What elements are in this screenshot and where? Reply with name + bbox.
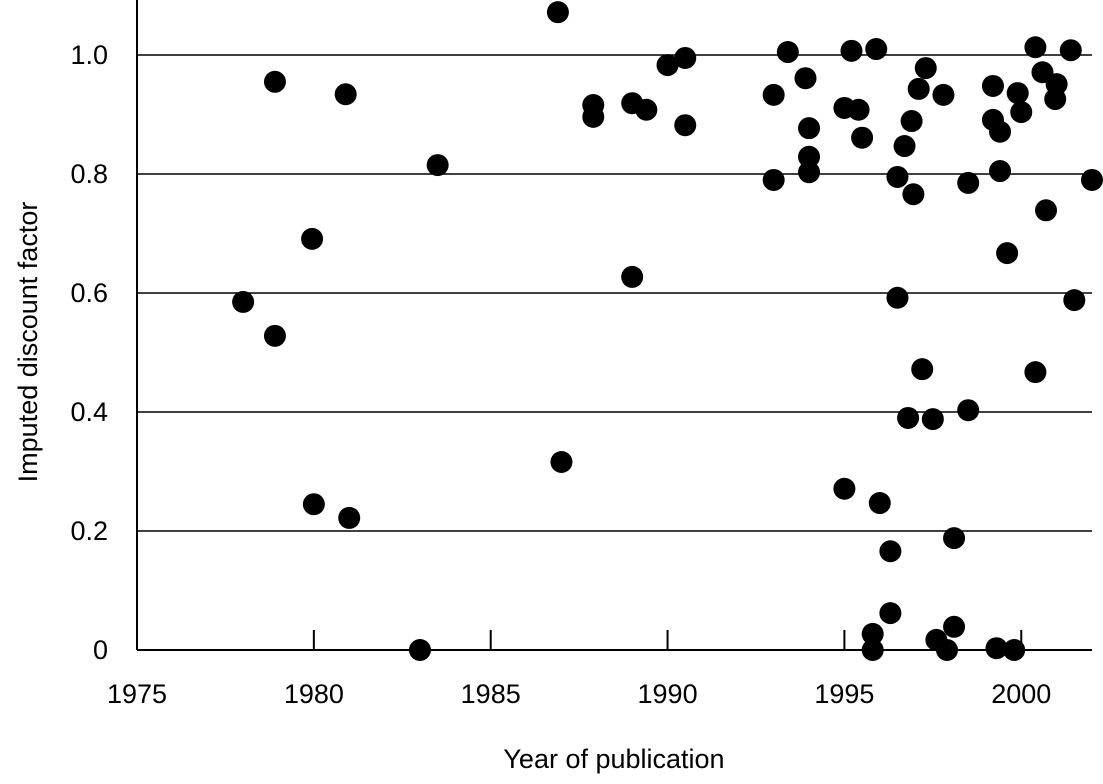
data-point: [798, 145, 821, 168]
x-tick-label: 1995: [814, 679, 874, 709]
data-point: [674, 114, 697, 137]
data-point: [935, 639, 958, 661]
data-point: [886, 165, 909, 188]
data-point: [674, 46, 697, 69]
data-point: [550, 450, 573, 473]
data-point: [426, 154, 449, 177]
x-axis-label: Year of publication: [503, 744, 724, 774]
data-point: [897, 406, 920, 429]
data-point: [847, 98, 870, 121]
y-tick-label: 0.8: [70, 159, 108, 189]
x-tick-label: 1985: [461, 679, 521, 709]
y-tick-label: 0: [93, 635, 108, 665]
data-point: [902, 183, 925, 206]
data-point: [914, 57, 937, 80]
data-point: [408, 639, 431, 661]
data-point: [1024, 36, 1047, 59]
data-point: [879, 602, 902, 625]
x-tick-label: 1975: [107, 679, 167, 709]
data-point: [893, 135, 916, 158]
y-tick-label: 0.4: [70, 397, 108, 427]
data-point: [957, 171, 980, 194]
data-point: [334, 83, 357, 106]
data-point: [911, 358, 934, 381]
y-tick-label: 1.0: [70, 40, 108, 70]
data-point: [263, 324, 286, 347]
data-point: [762, 168, 785, 191]
data-point: [798, 117, 821, 140]
data-point: [1059, 39, 1082, 62]
data-point: [981, 74, 1004, 97]
data-point: [794, 67, 817, 90]
data-point: [996, 242, 1019, 265]
data-point: [546, 1, 569, 24]
data-point: [338, 506, 361, 529]
data-point: [1035, 199, 1058, 222]
data-point: [868, 492, 891, 515]
data-point: [861, 639, 884, 661]
data-point: [582, 105, 605, 128]
x-tick-label: 1980: [284, 679, 344, 709]
data-point: [635, 98, 658, 121]
data-point: [921, 408, 944, 431]
data-point: [900, 110, 923, 133]
data-point: [1044, 88, 1067, 111]
data-point: [621, 265, 644, 288]
data-point: [798, 161, 821, 184]
data-point: [840, 39, 863, 62]
data-point: [1024, 361, 1047, 384]
data-point: [301, 227, 324, 250]
data-point: [851, 126, 874, 149]
data-point: [776, 41, 799, 64]
data-point: [656, 54, 679, 77]
data-point: [943, 615, 966, 638]
data-point: [1081, 168, 1103, 191]
x-tick-label: 2000: [991, 679, 1051, 709]
data-point: [985, 637, 1008, 660]
data-point: [943, 527, 966, 550]
data-point: [232, 290, 255, 313]
data-point: [957, 399, 980, 422]
data-point: [263, 70, 286, 93]
y-axis-label: Imputed discount factor: [13, 202, 43, 483]
data-point: [1010, 101, 1033, 124]
data-point: [989, 120, 1012, 143]
x-tick-label: 1990: [638, 679, 698, 709]
y-tick-label: 0.2: [70, 516, 108, 546]
data-point: [907, 77, 930, 100]
data-point: [989, 160, 1012, 183]
data-point: [932, 83, 955, 106]
data-point: [861, 622, 884, 645]
y-tick-label: 0.6: [70, 278, 108, 308]
data-point: [1063, 289, 1086, 312]
data-point: [1006, 82, 1029, 105]
data-point: [1003, 639, 1026, 661]
data-point: [762, 83, 785, 106]
data-point: [879, 540, 902, 563]
data-point: [302, 493, 325, 516]
data-point: [833, 477, 856, 500]
data-point: [886, 286, 909, 309]
data-point: [865, 38, 888, 61]
